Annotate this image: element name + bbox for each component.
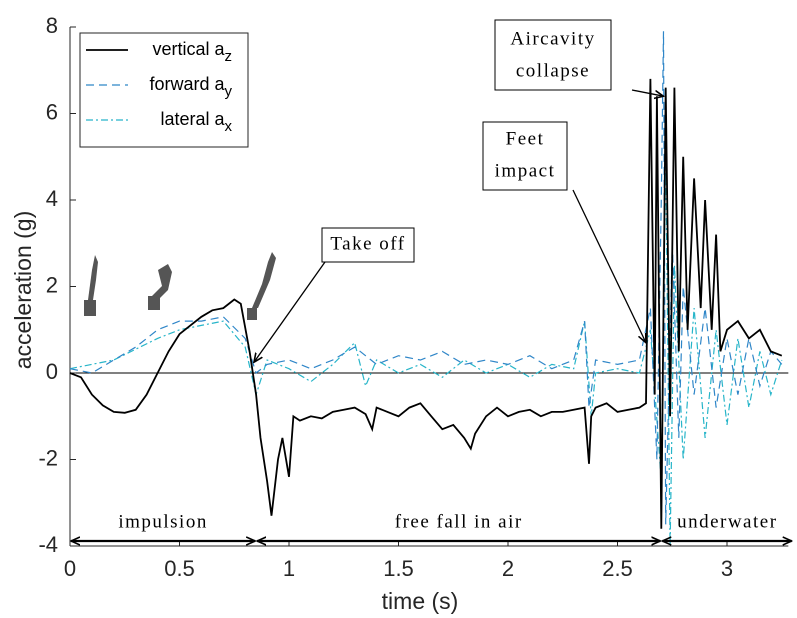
legend-label: forward ay xyxy=(149,74,232,100)
annotation: collapse xyxy=(516,60,590,81)
annotation: Take off xyxy=(330,233,405,254)
x-tick-label: 3 xyxy=(721,556,733,581)
x-tick-label: 0 xyxy=(64,556,76,581)
legend-subscript: z xyxy=(225,48,233,65)
phase-label: impulsion xyxy=(118,511,208,532)
legend-box xyxy=(79,32,249,148)
icon xyxy=(247,308,257,320)
annotation-arrow xyxy=(572,189,646,343)
y-tick-label: 8 xyxy=(46,13,58,38)
annotation-box xyxy=(494,19,612,91)
y-tick-label: -2 xyxy=(38,445,58,470)
legend-label: lateral ax xyxy=(160,109,232,135)
x-axis-label: time (s) xyxy=(382,588,459,614)
annotation: Feet xyxy=(506,128,545,149)
legend-name: lateral a xyxy=(160,109,225,129)
icon xyxy=(148,296,160,310)
x-tick-label: 0.5 xyxy=(164,556,195,581)
x-tick-label: 2.5 xyxy=(602,556,633,581)
annotation: impact xyxy=(495,160,556,181)
phase-label: free fall in air xyxy=(395,511,523,532)
y-tick-label: -4 xyxy=(38,532,58,557)
y-tick-label: 6 xyxy=(46,99,58,124)
series-line xyxy=(69,78,783,529)
x-tick-label: 2 xyxy=(502,556,514,581)
icon xyxy=(84,300,96,316)
series-line xyxy=(69,31,783,525)
y-tick-label: 2 xyxy=(46,272,58,297)
legend-subscript: y xyxy=(225,83,233,100)
icon xyxy=(88,255,98,300)
y-axis-label: acceleration (g) xyxy=(10,211,36,370)
y-tick-label: 4 xyxy=(46,186,58,211)
annotation-box xyxy=(482,121,568,191)
annotation-box xyxy=(321,227,415,263)
series-line xyxy=(69,156,783,547)
annotation-arrow xyxy=(254,261,326,362)
legend-label: vertical az xyxy=(152,39,232,65)
x-tick-label: 1.5 xyxy=(383,556,414,581)
x-tick-label: 1 xyxy=(283,556,295,581)
phase-label: underwater xyxy=(677,511,777,532)
silhouettes xyxy=(84,252,276,320)
legend-subscript: x xyxy=(225,118,233,135)
annotation: Aircavity xyxy=(510,28,595,49)
icon xyxy=(152,264,172,298)
y-tick-label: 0 xyxy=(46,359,58,384)
legend-name: vertical a xyxy=(152,39,225,59)
legend-name: forward a xyxy=(149,74,225,94)
annotation-arrow xyxy=(631,89,663,96)
icon xyxy=(252,252,276,308)
